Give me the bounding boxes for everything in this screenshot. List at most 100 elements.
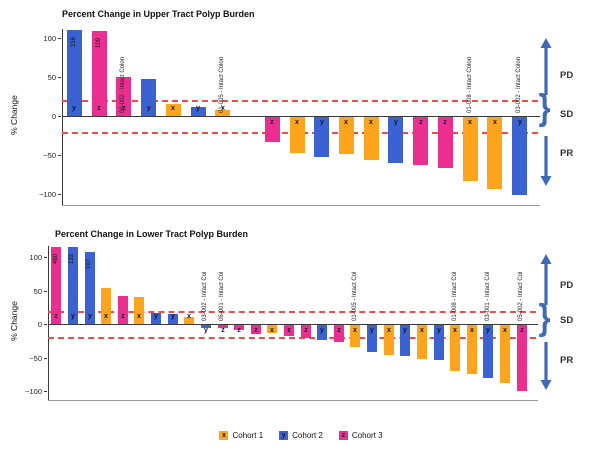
bar-lower-18	[334, 325, 344, 342]
upper-response-label-pd: PD	[560, 70, 574, 81]
bar-letter-upper-5: x	[171, 105, 175, 112]
bar-letter-lower-2: y	[71, 313, 75, 320]
lower-response-label-sd: SD	[560, 315, 574, 326]
bar-letter-upper-2: z	[97, 105, 101, 112]
bar-lower-21	[384, 325, 394, 355]
bar-letter-lower-12: z	[237, 327, 241, 334]
upper-response-label-pr: PR	[560, 148, 574, 159]
bar-letter-lower-4: x	[104, 313, 108, 320]
patient-id-label-lower-10: 03-002 - Intact Col	[202, 271, 209, 321]
upper-partial-response-arrow-icon	[540, 136, 552, 186]
upper-reference-line-20	[62, 100, 538, 102]
bar-lower-28	[500, 325, 510, 383]
lower-stable-disease-brace-icon: }	[538, 298, 551, 338]
upper-left-axis-line	[62, 29, 63, 205]
patient-id-label-lower-19: 01-005 - Intact Col	[351, 271, 358, 321]
upper-chart-title: Percent Change in Upper Tract Polyp Burd…	[62, 9, 255, 19]
patient-id-label-lower-29: 05-002 - Intact Col	[518, 271, 525, 321]
bar-letter-upper-13: x	[369, 119, 373, 126]
lower-ytick--100: −100	[25, 387, 42, 396]
bar-lower-5	[118, 296, 128, 324]
bar-letter-lower-23: x	[420, 327, 424, 334]
bar-upper-4	[141, 79, 156, 116]
bar-letter-lower-1: z	[54, 313, 58, 320]
lower-ytick--50: −50	[29, 354, 42, 363]
lower-ytick-mark	[44, 324, 47, 325]
lower-partial-response-arrow-icon	[540, 342, 552, 390]
bar-letter-lower-14: x	[270, 327, 274, 334]
bar-letter-upper-7: x	[221, 105, 225, 112]
lower-ytick-0: 0	[37, 320, 42, 329]
bar-value-label-lower-1: 460	[52, 254, 59, 265]
bar-upper-13	[364, 117, 379, 160]
bar-letter-upper-14: y	[394, 119, 398, 126]
bar-upper-12	[339, 117, 354, 154]
lower-bottom-axis-line	[48, 400, 538, 401]
bar-lower-10	[201, 325, 211, 328]
bar-lower-17	[317, 325, 327, 340]
bar-upper-1	[67, 30, 82, 116]
bar-letter-lower-9: x	[187, 313, 191, 320]
bar-value-label-lower-3: 107	[86, 259, 93, 270]
bar-letter-upper-4: y	[147, 105, 151, 112]
upper-ytick-mark	[58, 194, 61, 195]
bar-letter-upper-16: z	[443, 119, 447, 126]
upper-bottom-axis-line	[62, 205, 540, 206]
lower-ytick-mark	[44, 391, 47, 392]
bar-upper-14	[388, 117, 403, 163]
bar-letter-upper-6: y	[196, 105, 200, 112]
bar-letter-lower-21: x	[387, 327, 391, 334]
upper-ytick-0: 0	[51, 112, 56, 121]
bar-upper-19	[512, 117, 527, 195]
upper-zero-line	[62, 116, 540, 117]
bar-letter-upper-10: x	[295, 119, 299, 126]
bar-letter-upper-17: x	[468, 119, 472, 126]
cohort-3-swatch: z	[338, 431, 348, 440]
lower-ytick-50: 50	[33, 287, 42, 296]
bar-value-label-upper-2: 109	[95, 38, 102, 49]
bar-letter-lower-28: x	[503, 327, 507, 334]
bar-value-label-upper-1: 216	[70, 37, 77, 48]
lower-reference-line--20	[48, 337, 536, 339]
lower-ytick-100: 100	[29, 253, 42, 262]
bar-letter-lower-8: y	[171, 313, 175, 320]
bar-lower-24	[434, 325, 444, 360]
legend-item-cohort-1: x Cohort 1	[219, 431, 263, 440]
lower-chart-title: Percent Change in Lower Tract Polyp Burd…	[55, 229, 249, 239]
bar-upper-15	[413, 117, 428, 165]
legend-item-cohort-3: z Cohort 3	[338, 431, 383, 440]
bar-upper-2	[92, 31, 107, 116]
bar-upper-17	[463, 117, 478, 181]
cohort-1-swatch: x	[219, 431, 229, 440]
bar-lower-26	[467, 325, 477, 374]
bar-letter-lower-11: z	[221, 327, 225, 334]
bar-lower-25	[450, 325, 460, 371]
upper-ytick-mark	[58, 77, 61, 78]
bar-upper-5	[166, 104, 181, 116]
bar-lower-1	[51, 247, 61, 324]
bar-letter-lower-24: y	[437, 327, 441, 334]
bar-letter-upper-18: x	[493, 119, 497, 126]
bar-letter-lower-26: x	[470, 327, 474, 334]
bar-letter-lower-6: x	[137, 313, 141, 320]
upper-ytick--50: −50	[43, 151, 56, 160]
lower-response-label-pd: PD	[560, 280, 574, 291]
bar-lower-15	[284, 325, 294, 336]
bar-upper-10	[290, 117, 305, 153]
bar-upper-7	[215, 110, 230, 116]
bar-letter-upper-1: y	[72, 105, 76, 112]
cohort-legend: x Cohort 1 y Cohort 2 z Cohort 3	[0, 431, 602, 440]
upper-ytick-100: 100	[43, 34, 56, 43]
lower-reference-line-20	[48, 311, 536, 313]
patient-id-label-lower-25: 01-008 - Intact Col	[451, 271, 458, 321]
bar-lower-20	[367, 325, 377, 352]
bar-lower-6	[134, 297, 144, 324]
patient-id-label-upper-17: 01-008 - Intact Colon	[466, 56, 473, 113]
bar-letter-upper-19: y	[518, 119, 522, 126]
bar-lower-2	[68, 247, 78, 324]
bar-lower-8	[168, 314, 178, 324]
bar-lower-12	[234, 325, 244, 330]
bar-letter-lower-16: z	[304, 327, 308, 334]
bar-upper-11	[314, 117, 329, 157]
